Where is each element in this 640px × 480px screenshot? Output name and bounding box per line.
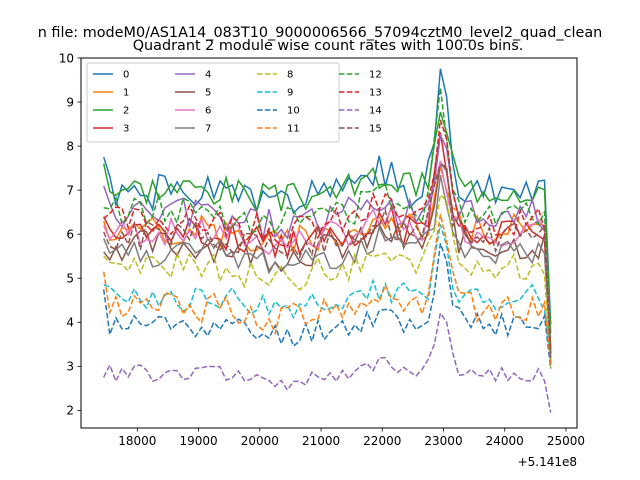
series-line-12 [103, 87, 552, 351]
legend-label-0: 0 [123, 70, 129, 81]
series-line-2 [102, 111, 552, 334]
legend-label-6: 6 [205, 106, 211, 117]
y-tick-label: 7 [66, 183, 74, 197]
series-line-4 [102, 132, 552, 347]
y-tick-label: 6 [66, 227, 74, 241]
x-axis-offset-label: +5.141e8 [518, 455, 577, 469]
legend-box [86, 62, 340, 143]
x-tick-label: 24000 [486, 434, 524, 448]
legend-label-8: 8 [287, 70, 293, 81]
x-tick-label: 18000 [118, 434, 156, 448]
x-tick-label: 19000 [179, 434, 217, 448]
x-tick-label: 23000 [424, 434, 462, 448]
legend-label-12: 12 [369, 70, 382, 81]
legend-label-15: 15 [369, 124, 382, 135]
legend-label-1: 1 [123, 88, 129, 99]
legend-label-5: 5 [205, 88, 211, 99]
series-line-13 [103, 119, 552, 354]
y-tick-label: 2 [66, 404, 74, 418]
legend-label-7: 7 [205, 124, 211, 135]
y-tick-label: 5 [66, 272, 74, 286]
legend-label-2: 2 [123, 106, 129, 117]
series-line-11 [102, 214, 552, 365]
y-tick-label: 4 [66, 316, 74, 330]
x-tick-label: 25000 [547, 434, 585, 448]
series-line-9 [103, 224, 552, 356]
series-layer [102, 68, 552, 413]
series-line-6 [103, 160, 552, 347]
legend-label-14: 14 [369, 106, 382, 117]
series-line-15 [103, 163, 552, 360]
series-line-8 [103, 193, 552, 369]
legend-label-4: 4 [205, 70, 211, 81]
legend-label-11: 11 [287, 124, 300, 135]
y-tick-label: 10 [59, 51, 74, 65]
y-tick-label: 8 [66, 139, 74, 153]
x-tick-label: 22000 [363, 434, 401, 448]
y-tick-label: 9 [66, 95, 74, 109]
x-axis: 18000 19000 20000 21000 22000 23000 24000 25000 [118, 428, 585, 448]
chart-title: Quadrant 2 module wise count rates with … [133, 38, 524, 54]
figure-suptitle: n file: modeM0/AS1A14_083T10_9000006566_… [38, 25, 603, 41]
plot-frame [80, 57, 578, 429]
series-line-7 [103, 175, 552, 354]
y-tick-label: 3 [66, 360, 74, 374]
y-axis: 2 3 4 5 6 7 8 9 10 [59, 51, 81, 418]
x-tick-label: 20000 [241, 434, 279, 448]
legend-label-13: 13 [369, 88, 382, 99]
series-line-14 [103, 311, 552, 413]
legend-label-3: 3 [123, 124, 129, 135]
x-tick-label: 21000 [302, 434, 340, 448]
legend-label-9: 9 [287, 88, 293, 99]
legend-label-10: 10 [287, 106, 300, 117]
